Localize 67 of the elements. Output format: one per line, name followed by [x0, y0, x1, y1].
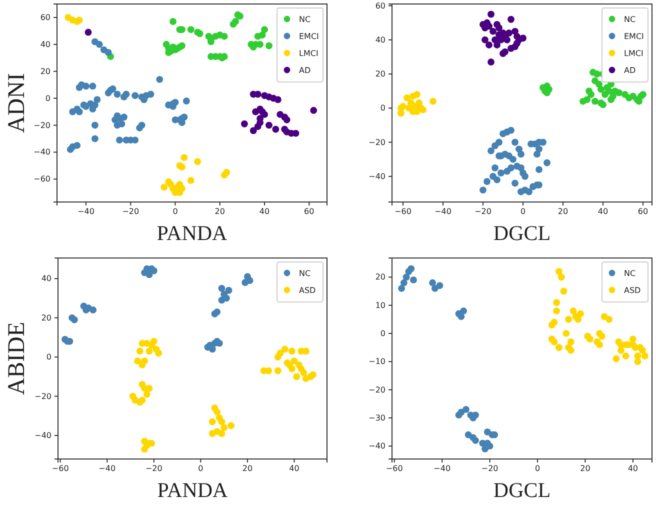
x-tick-label: −40: [434, 207, 452, 216]
y-tick-label: 60: [375, 1, 386, 10]
x-tick-label: 60: [638, 207, 648, 216]
legend-label: LMCI: [624, 49, 644, 58]
y-tick-label: 40: [375, 35, 386, 44]
y-tick-label: 20: [40, 66, 50, 76]
y-tick-label: 0: [380, 104, 386, 113]
legend-label: AD: [299, 66, 311, 75]
y-tick-label: −60: [34, 174, 50, 184]
y-tick-label: 60: [40, 13, 50, 22]
x-tick-label: 0: [534, 464, 540, 474]
x-tick-label: −60: [394, 207, 412, 216]
x-tick-label: −60: [52, 464, 69, 474]
x-tick-label: −20: [145, 464, 162, 474]
x-tick-label: 60: [304, 207, 314, 216]
y-tick-label: 20: [375, 272, 386, 282]
y-tick-label: −20: [34, 392, 52, 401]
x-tick-label: −40: [98, 464, 116, 474]
x-tick-label: −20: [474, 207, 492, 216]
y-tick-label: −40: [368, 442, 386, 451]
y-tick-label: −30: [368, 413, 386, 422]
x-tick-label: 20: [558, 207, 568, 216]
x-tick-label: 40: [259, 207, 270, 216]
y-tick-label: −10: [368, 357, 386, 366]
y-axis-title: ABIDE: [4, 322, 30, 396]
x-tick-label: 0: [198, 464, 204, 474]
x-tick-label: 20: [580, 464, 590, 474]
x-axis-title: DGCL: [493, 221, 551, 245]
x-tick-label: 0: [172, 207, 178, 216]
legend-label: NC: [299, 269, 311, 278]
legend-label: ASD: [299, 286, 316, 295]
legend-label: EMCI: [299, 32, 319, 41]
y-axis-title: ADNI: [4, 73, 30, 133]
y-tick-label: −40: [368, 172, 386, 181]
y-tick-label: −20: [368, 385, 386, 394]
legend-label: EMCI: [624, 32, 644, 41]
x-axis-title: PANDA: [157, 478, 229, 502]
x-tick-label: −40: [78, 207, 94, 216]
x-tick-label: 40: [289, 464, 300, 474]
x-tick-label: −20: [481, 464, 498, 474]
legend-label: NC: [624, 269, 636, 278]
x-axis-title: PANDA: [156, 221, 228, 245]
y-tick-label: 10: [375, 300, 386, 310]
y-tick-label: 20: [375, 70, 386, 79]
legend-label: AD: [624, 66, 636, 75]
x-tick-label: −40: [434, 464, 451, 474]
legend-label: ASD: [624, 286, 641, 295]
y-tick-label: −40: [34, 431, 52, 440]
legend-label: LMCI: [299, 49, 318, 58]
y-tick-label: 0: [46, 352, 52, 362]
y-tick-label: 0: [45, 94, 50, 103]
y-tick-label: 0: [380, 329, 386, 338]
x-tick-label: 40: [628, 464, 638, 474]
y-tick-label: 20: [41, 313, 52, 322]
y-tick-label: −20: [34, 120, 50, 130]
x-tick-label: 20: [242, 464, 253, 474]
y-tick-label: −40: [34, 148, 50, 157]
x-tick-label: 20: [214, 207, 225, 216]
x-tick-label: −20: [122, 207, 140, 216]
x-tick-label: 40: [598, 207, 608, 216]
x-axis-title: DGCL: [493, 478, 551, 502]
x-tick-label: 0: [520, 207, 526, 216]
y-tick-label: 40: [40, 40, 50, 49]
y-tick-label: 40: [41, 274, 52, 284]
y-tick-label: −20: [368, 138, 386, 147]
legend-label: NC: [299, 15, 311, 24]
legend-label: NC: [624, 15, 636, 24]
